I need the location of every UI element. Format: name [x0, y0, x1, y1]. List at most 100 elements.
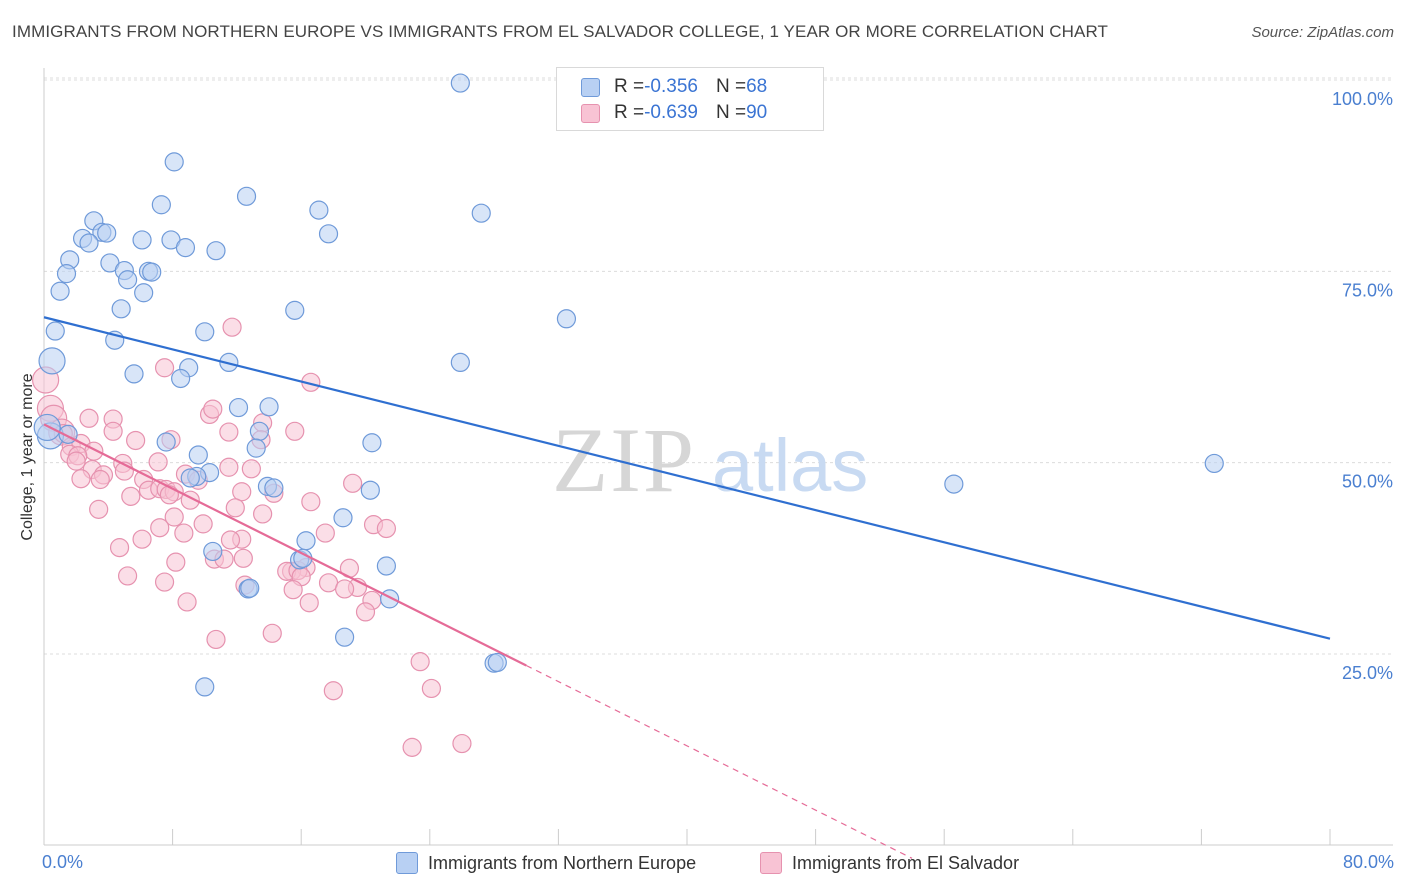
- legend-item-northern-europe[interactable]: Immigrants from Northern Europe: [396, 852, 696, 874]
- northern-europe-point: [259, 397, 279, 417]
- series-legend: Immigrants from Northern Europe Immigran…: [0, 852, 1406, 878]
- northern-europe-point: [45, 321, 65, 341]
- el-salvador-point: [71, 469, 91, 489]
- watermark-zip: ZIP: [552, 409, 696, 511]
- el-salvador-point: [233, 548, 253, 568]
- northern-europe-point: [296, 531, 316, 551]
- el-salvador-point: [84, 441, 104, 461]
- northern-europe-point: [1204, 453, 1224, 474]
- northern-europe-point: [944, 474, 964, 494]
- el-salvador-point: [89, 499, 109, 519]
- el-salvador-point: [206, 629, 226, 650]
- el-salvador-point: [220, 530, 241, 550]
- northern-europe-point: [50, 281, 70, 301]
- el-salvador-point: [222, 317, 242, 337]
- el-salvador-point: [66, 451, 86, 471]
- y-tick-labels: 25.0% 50.0% 75.0% 100.0%: [1332, 89, 1393, 683]
- northern-europe-point: [246, 438, 266, 458]
- northern-europe-point: [111, 299, 131, 319]
- el-salvador-point: [410, 652, 430, 672]
- el-salvador-point: [219, 457, 239, 477]
- northern-europe-point: [376, 556, 396, 576]
- el-salvador-point: [126, 430, 146, 451]
- northern-europe-point: [333, 508, 353, 528]
- northern-europe-point: [240, 578, 260, 598]
- r-label: R =: [614, 102, 645, 123]
- northern-europe-point: [188, 445, 208, 465]
- n-label: N =: [715, 102, 747, 123]
- northern-europe-point: [175, 238, 196, 258]
- correlation-legend: R = -0.356 N = 68 R = -0.639 N = 90: [556, 67, 824, 131]
- northern-europe-point: [264, 478, 284, 498]
- northern-europe-point: [33, 413, 61, 442]
- series-el-salvador: [32, 317, 472, 757]
- el-salvador-point: [174, 523, 194, 543]
- el-salvador-point: [193, 514, 213, 534]
- el-salvador-point: [402, 737, 422, 757]
- el-salvador-point: [121, 486, 141, 506]
- northern-europe-point: [164, 152, 184, 172]
- el-salvador-point: [315, 523, 335, 543]
- source-label: Source: ZipAtlas.com: [1251, 24, 1394, 41]
- northern-europe-point: [362, 433, 382, 453]
- watermark: ZIP atlas: [552, 409, 868, 511]
- el-salvador-point: [117, 566, 138, 586]
- r-label: R =: [614, 76, 645, 97]
- legend-row-northern-europe: R = -0.356 N = 68: [581, 75, 767, 99]
- northern-europe-point: [293, 548, 313, 568]
- northern-europe-point: [156, 432, 176, 452]
- northern-europe-point: [380, 589, 400, 609]
- x-tick-label-max: 80.0%: [1342, 852, 1394, 872]
- el-salvador-point: [203, 399, 223, 419]
- y-tick-label: 50.0%: [1342, 472, 1393, 492]
- el-salvador-point: [164, 507, 184, 527]
- northern-europe-point: [56, 264, 77, 284]
- legend-swatch-blue: [581, 77, 600, 97]
- northern-europe-point: [360, 480, 380, 500]
- northern-europe-point: [124, 364, 144, 384]
- el-salvador-point: [103, 421, 123, 441]
- y-tick-label: 75.0%: [1342, 280, 1393, 300]
- northern-europe-point: [134, 283, 154, 303]
- el-salvador-point: [262, 623, 282, 643]
- legend-swatch-pink: [760, 852, 782, 874]
- el-salvador-point: [335, 579, 355, 599]
- chart-title: IMMIGRANTS FROM NORTHERN EUROPE VS IMMIG…: [12, 22, 1109, 41]
- trend-lines: [43, 316, 1331, 859]
- northern-europe-point: [38, 347, 66, 375]
- northern-europe-point: [195, 322, 215, 342]
- northern-europe-point: [335, 627, 355, 647]
- el-salvador-point: [241, 459, 261, 479]
- y-axis-label: College, 1 year or more: [19, 373, 36, 541]
- northern-europe-point: [79, 233, 99, 253]
- northern-europe-point: [236, 186, 257, 206]
- northern-europe-point: [487, 652, 507, 673]
- northern-europe-point: [318, 224, 339, 244]
- northern-europe-point: [117, 270, 138, 290]
- legend-row-el-salvador: R = -0.639 N = 90: [581, 101, 767, 125]
- y-tick-label: 25.0%: [1342, 663, 1393, 683]
- northern-europe-point: [285, 300, 305, 320]
- el-salvador-point: [421, 678, 442, 699]
- el-salvador-point: [355, 602, 376, 622]
- northern-europe-point: [471, 203, 491, 223]
- northern-europe-point: [450, 73, 470, 93]
- n-value: 90: [746, 102, 768, 123]
- trend-line-el-salvador-extension: [525, 664, 913, 859]
- el-salvador-point: [376, 518, 396, 539]
- el-salvador-point: [150, 518, 170, 538]
- el-salvador-point: [225, 498, 245, 518]
- legend-item-el-salvador[interactable]: Immigrants from El Salvador: [760, 852, 1019, 874]
- watermark-atlas: atlas: [712, 424, 868, 507]
- el-salvador-point: [154, 358, 175, 378]
- northern-europe-point: [142, 262, 162, 282]
- grid-lines: [44, 77, 1393, 655]
- legend-swatch-pink: [581, 103, 600, 123]
- trend-line-northern-europe: [43, 316, 1331, 640]
- el-salvador-point: [132, 529, 152, 549]
- northern-europe-point: [309, 200, 329, 220]
- el-salvador-point: [452, 733, 472, 754]
- northern-europe-point: [450, 352, 470, 373]
- el-salvador-point: [343, 473, 363, 493]
